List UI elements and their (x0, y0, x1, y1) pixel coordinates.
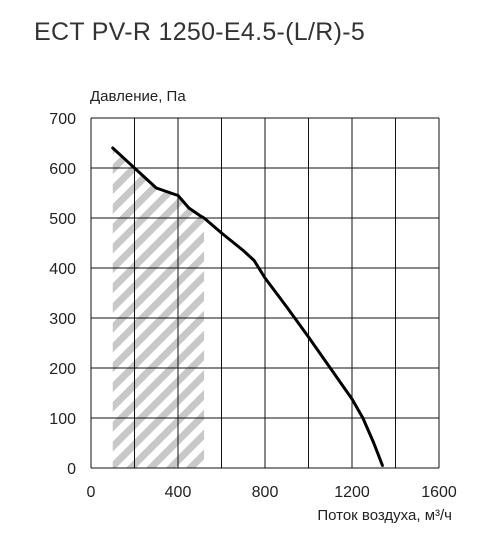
x-axis-label: Поток воздуха, м³/ч (317, 507, 452, 524)
chart-title: ECT PV-R 1250-E4.5-(L/R)-5 (34, 18, 366, 46)
recommended-range-hatch (112, 148, 205, 468)
x-tick-label: 400 (165, 484, 192, 501)
y-tick-label: 200 (49, 361, 76, 378)
pressure-flow-curve (111, 146, 384, 467)
x-tick-label: 1600 (421, 484, 457, 501)
y-tick-label: 600 (49, 161, 76, 178)
x-tick-label: 1200 (334, 484, 370, 501)
y-axis-label: Давление, Па (90, 88, 186, 105)
x-tick-label: 0 (87, 484, 96, 501)
y-tick-label: 700 (49, 111, 76, 128)
x-tick-label: 800 (252, 484, 279, 501)
y-tick-label: 0 (67, 461, 76, 478)
y-tick-label: 300 (49, 311, 76, 328)
y-tick-label: 100 (49, 411, 76, 428)
y-tick-label: 500 (49, 211, 76, 228)
y-tick-label: 400 (49, 261, 76, 278)
